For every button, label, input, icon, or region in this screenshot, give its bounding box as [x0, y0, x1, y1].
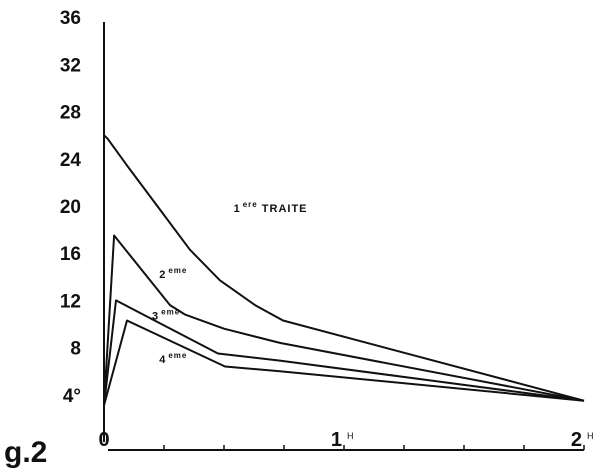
y-tick-label: 8 [70, 339, 81, 360]
y-axis: 4° 8 12 16 20 24 28 32 36 [60, 8, 105, 442]
y-tick-label: 4° [63, 386, 81, 407]
series-line-1 [103, 134, 585, 402]
y-tick-label: 36 [60, 8, 81, 29]
figure-label: g.2 [4, 436, 47, 469]
y-tick-label: 32 [60, 55, 81, 76]
x-tick-label: 1 [331, 429, 342, 451]
y-tick-label: 28 [60, 103, 81, 124]
x-unit-label: H [347, 431, 354, 441]
series-line-3 [103, 299, 585, 406]
series-label-1: 1 ere TRAITE [234, 200, 308, 215]
series-line-2 [103, 234, 585, 406]
series-labels: 1 ere TRAITE 2 eme 3 eme 4 eme [152, 200, 308, 366]
series-label-4: 4 eme [159, 351, 187, 366]
y-tick-label: 16 [60, 244, 81, 265]
y-tick-label: 24 [60, 150, 82, 171]
series-layer [103, 134, 585, 406]
x-tick-label: 0 [98, 429, 109, 451]
y-tick-label: 12 [60, 291, 81, 312]
x-tick-label: 2 [571, 429, 582, 451]
x-unit-label: H [587, 431, 594, 441]
y-tick-label: 20 [60, 197, 81, 218]
series-label-3: 3 eme [152, 307, 180, 322]
series-line-4 [103, 319, 585, 406]
series-label-2: 2 eme [159, 266, 187, 281]
